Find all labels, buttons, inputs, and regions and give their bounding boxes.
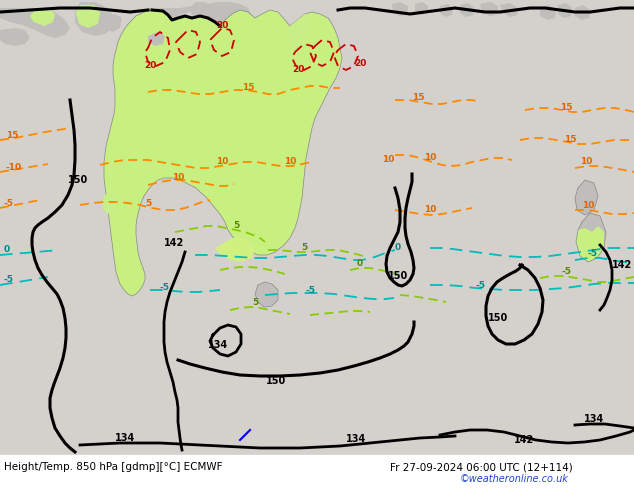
Text: 150: 150 [388,271,408,281]
Text: 10: 10 [382,155,394,164]
Polygon shape [102,192,118,214]
Text: 5: 5 [252,298,258,307]
Polygon shape [76,5,100,28]
Text: 10: 10 [216,157,228,166]
Bar [0,455,634,490]
Text: -5: -5 [4,275,14,284]
Text: -5: -5 [561,267,571,276]
Text: 142: 142 [514,435,534,445]
Text: 142: 142 [164,238,184,248]
Text: -5: -5 [475,281,485,290]
Polygon shape [215,238,255,262]
Polygon shape [148,32,165,46]
Text: -5: -5 [305,286,315,295]
Polygon shape [576,226,604,262]
Text: 20: 20 [292,65,304,74]
Text: -5: -5 [4,199,14,208]
Polygon shape [392,2,408,16]
Text: 0: 0 [395,243,401,252]
Text: 15: 15 [411,93,424,102]
Text: 126: 126 [230,460,250,470]
Polygon shape [0,8,70,38]
Text: 0: 0 [4,245,10,254]
Text: 5: 5 [301,243,307,252]
Polygon shape [500,3,518,17]
Text: 15: 15 [242,83,254,92]
Text: Height/Temp. 850 hPa [gdmp][°C] ECMWF: Height/Temp. 850 hPa [gdmp][°C] ECMWF [4,462,223,472]
Text: Fr 27-09-2024 06:00 UTC (12+114): Fr 27-09-2024 06:00 UTC (12+114) [390,462,573,472]
Text: 10: 10 [284,157,296,166]
Text: 5: 5 [145,199,151,208]
Text: 10: 10 [580,157,592,166]
Text: -5: -5 [587,249,597,258]
Text: -10: -10 [6,163,22,172]
Text: 134: 134 [208,340,228,350]
Text: 134: 134 [115,433,135,443]
Polygon shape [480,2,498,16]
Text: 15: 15 [560,103,573,112]
Polygon shape [76,5,100,26]
Text: 150: 150 [488,313,508,323]
Text: 0: 0 [357,259,363,268]
Text: 150: 150 [266,376,286,386]
Polygon shape [575,180,598,215]
Text: 10: 10 [172,173,184,182]
Polygon shape [104,14,122,32]
Text: 10: 10 [424,153,436,162]
Polygon shape [415,2,428,15]
Polygon shape [575,5,590,20]
Polygon shape [255,282,278,307]
Text: 134: 134 [346,434,366,444]
Text: 150: 150 [68,175,88,185]
Text: 5: 5 [233,221,239,230]
Polygon shape [152,2,252,26]
Polygon shape [288,14,310,50]
Text: 126: 126 [28,460,48,470]
Polygon shape [576,213,606,262]
Text: -5: -5 [159,283,169,292]
Polygon shape [30,8,55,26]
Text: 10: 10 [424,205,436,214]
Text: 142: 142 [612,260,632,270]
Text: 15: 15 [6,131,18,140]
Text: 20: 20 [144,61,156,70]
Polygon shape [75,2,115,36]
Text: 15: 15 [564,135,576,144]
Text: 20: 20 [216,21,228,30]
Polygon shape [460,3,474,17]
Text: 10: 10 [582,201,594,210]
Polygon shape [190,2,210,18]
Text: ©weatheronline.co.uk: ©weatheronline.co.uk [460,474,569,484]
Polygon shape [440,4,453,17]
Text: 20: 20 [354,59,366,68]
Polygon shape [540,5,556,20]
Polygon shape [0,28,30,46]
Text: 134: 134 [584,414,604,424]
Polygon shape [104,10,342,296]
Polygon shape [558,3,572,18]
